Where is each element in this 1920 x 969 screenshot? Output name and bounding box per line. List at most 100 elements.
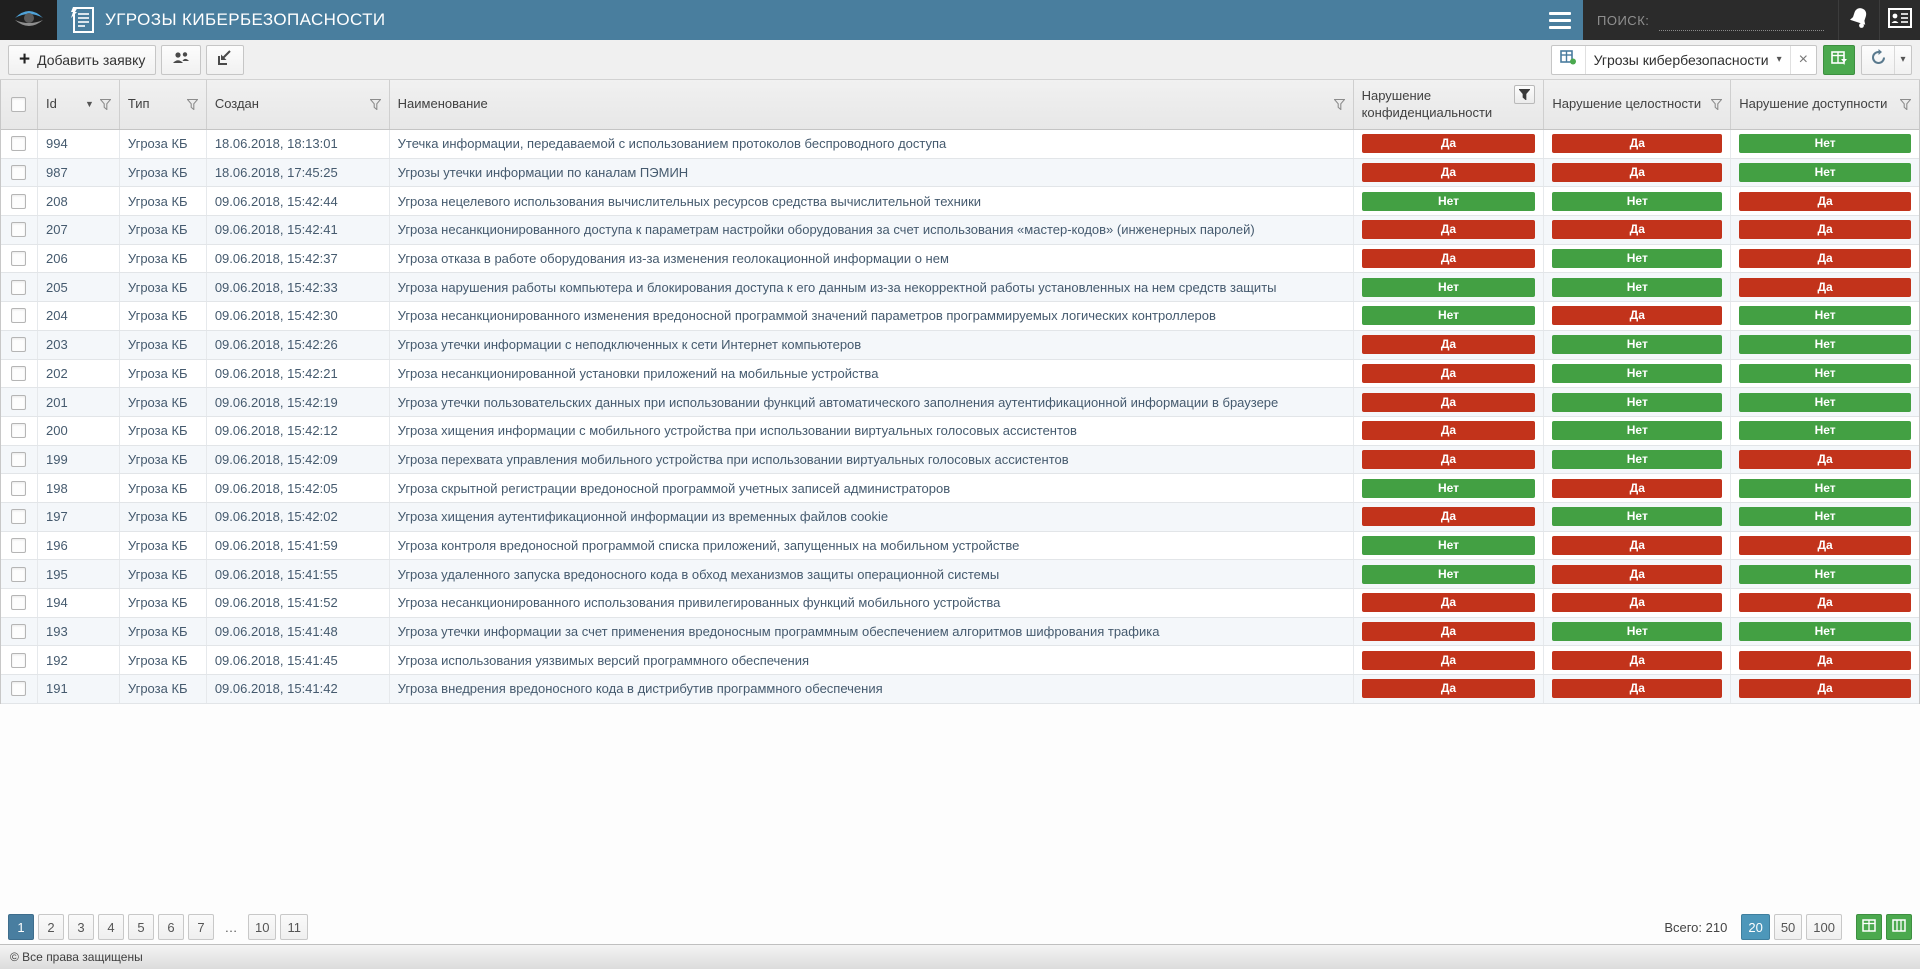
availability-badge: Да — [1739, 679, 1912, 699]
page-button[interactable]: 3 — [68, 914, 94, 940]
row-checkbox[interactable] — [11, 566, 27, 582]
row-checkbox[interactable] — [11, 279, 27, 295]
row-checkbox[interactable] — [11, 308, 27, 324]
cell-id: 203 — [38, 330, 120, 359]
view-select[interactable]: Угрозы кибербезопасности ▾ — [1584, 45, 1790, 74]
import-button[interactable] — [206, 44, 245, 75]
header-cell-type[interactable]: Тип — [120, 80, 207, 129]
cell-name: Угроза внедрения вредоносного кода в дис… — [390, 675, 1354, 703]
app-logo[interactable] — [0, 0, 57, 40]
filter-table-button[interactable] — [1823, 44, 1855, 75]
cell-confidentiality: Нет — [1354, 560, 1545, 588]
eye-logo-icon — [12, 6, 46, 35]
row-checkbox[interactable] — [11, 136, 27, 152]
table-row[interactable]: 208 Угроза КБ 09.06.2018, 15:42:44 Угроз… — [1, 187, 1919, 217]
table-row[interactable]: 205 Угроза КБ 09.06.2018, 15:42:33 Угроз… — [1, 273, 1919, 303]
confidentiality-badge: Нет — [1361, 564, 1536, 584]
header-cell-id[interactable]: Id ▼ — [38, 80, 120, 129]
row-checkbox[interactable] — [11, 222, 27, 238]
page-button[interactable]: 5 — [128, 914, 154, 940]
page-button[interactable]: 4 — [98, 914, 124, 940]
confidentiality-badge: Нет — [1361, 277, 1536, 297]
table-row[interactable]: 987 Угроза КБ 18.06.2018, 17:45:25 Угроз… — [1, 158, 1919, 188]
page-button[interactable]: 7 — [188, 914, 214, 940]
row-checkbox[interactable] — [11, 681, 27, 697]
header-cell-integrity[interactable]: Нарушение целостности — [1544, 80, 1732, 129]
table-row[interactable]: 192 Угроза КБ 09.06.2018, 15:41:45 Угроз… — [1, 646, 1919, 676]
select-all-checkbox[interactable] — [11, 97, 27, 112]
filter-icon-availability[interactable] — [1900, 99, 1912, 110]
page-button[interactable]: 11 — [280, 914, 308, 940]
cell-name: Угроза хищения информации с мобильного у… — [390, 416, 1354, 445]
table-row[interactable]: 206 Угроза КБ 09.06.2018, 15:42:37 Угроз… — [1, 244, 1919, 274]
page-button[interactable]: 6 — [158, 914, 184, 940]
header-cell-confidentiality[interactable]: Нарушение конфиденциальности — [1354, 80, 1545, 129]
row-checkbox[interactable] — [11, 624, 27, 640]
table-row[interactable]: 201 Угроза КБ 09.06.2018, 15:42:19 Угроз… — [1, 388, 1919, 417]
view-settings-button[interactable] — [1552, 46, 1585, 74]
row-checkbox[interactable] — [11, 509, 27, 525]
row-checkbox[interactable] — [11, 480, 27, 496]
cell-created: 09.06.2018, 15:42:33 — [207, 273, 390, 302]
row-checkbox[interactable] — [11, 394, 27, 410]
table-row[interactable]: 200 Угроза КБ 09.06.2018, 15:42:12 Угроз… — [1, 416, 1919, 446]
table-row[interactable]: 199 Угроза КБ 09.06.2018, 15:42:09 Угроз… — [1, 445, 1919, 475]
table-row[interactable]: 194 Угроза КБ 09.06.2018, 15:41:52 Угроз… — [1, 589, 1919, 618]
page-button[interactable]: 1 — [8, 914, 34, 940]
filter-icon-created[interactable] — [369, 99, 381, 110]
table-header: Id ▼ Тип Создан — [1, 80, 1919, 130]
add-request-button[interactable]: + Добавить заявку — [8, 44, 157, 75]
header-cell-created[interactable]: Создан — [207, 80, 390, 129]
row-checkbox[interactable] — [11, 423, 27, 439]
group-actions-button[interactable] — [161, 44, 202, 75]
filter-icon-name[interactable] — [1333, 99, 1345, 110]
page-size-button[interactable]: 50 — [1773, 914, 1803, 940]
row-checkbox[interactable] — [11, 251, 27, 267]
table-row[interactable]: 994 Угроза КБ 18.06.2018, 18:13:01 Утечк… — [1, 130, 1919, 159]
filter-icon-integrity[interactable] — [1711, 99, 1723, 110]
table-row[interactable]: 203 Угроза КБ 09.06.2018, 15:42:26 Угроз… — [1, 330, 1919, 360]
filter-icon-confidentiality-active[interactable] — [1514, 85, 1536, 104]
cell-name: Угроза отказа в работе оборудования из-з… — [390, 244, 1354, 273]
table-row[interactable]: 195 Угроза КБ 09.06.2018, 15:41:55 Угроз… — [1, 560, 1919, 589]
search-input[interactable] — [1659, 9, 1824, 31]
row-checkbox[interactable] — [11, 165, 27, 181]
page-button[interactable]: 10 — [248, 914, 277, 940]
page-button[interactable]: 2 — [38, 914, 64, 940]
refresh-options-button[interactable]: ▾ — [1894, 45, 1911, 74]
table-row[interactable]: 197 Угроза КБ 09.06.2018, 15:42:02 Угроз… — [1, 502, 1919, 532]
table-row[interactable]: 196 Угроза КБ 09.06.2018, 15:41:59 Угроз… — [1, 531, 1919, 561]
export-table-button[interactable] — [1856, 914, 1882, 940]
bell-icon — [1848, 6, 1870, 35]
row-checkbox[interactable] — [11, 537, 27, 553]
header-cell-name[interactable]: Наименование — [390, 80, 1354, 129]
row-checkbox[interactable] — [11, 337, 27, 353]
row-checkbox[interactable] — [11, 595, 27, 611]
table-columns-button[interactable] — [1886, 914, 1912, 940]
row-checkbox[interactable] — [11, 652, 27, 668]
table-row[interactable]: 202 Угроза КБ 09.06.2018, 15:42:21 Угроз… — [1, 359, 1919, 389]
refresh-button[interactable] — [1862, 46, 1894, 74]
table-row[interactable]: 204 Угроза КБ 09.06.2018, 15:42:30 Угроз… — [1, 302, 1919, 331]
row-checkbox[interactable] — [11, 193, 27, 209]
view-selector-group: Угрозы кибербезопасности ▾ × — [1550, 44, 1817, 75]
page-size-button[interactable]: 100 — [1806, 914, 1842, 940]
row-checkbox[interactable] — [11, 451, 27, 467]
notifications-button[interactable] — [1838, 0, 1879, 40]
table-row[interactable]: 193 Угроза КБ 09.06.2018, 15:41:48 Угроз… — [1, 617, 1919, 647]
menu-button[interactable] — [1537, 0, 1583, 40]
filter-icon-id[interactable] — [99, 99, 111, 110]
page-size-button[interactable]: 20 — [1741, 914, 1770, 940]
cell-availability: Нет — [1731, 388, 1919, 416]
row-checkbox[interactable] — [11, 365, 27, 381]
header-cell-availability[interactable]: Нарушение доступности — [1731, 80, 1919, 129]
table-row[interactable]: 191 Угроза КБ 09.06.2018, 15:41:42 Угроз… — [1, 675, 1919, 704]
filter-icon-type[interactable] — [186, 99, 198, 110]
clear-view-button[interactable]: × — [1789, 45, 1816, 74]
user-profile-button[interactable] — [1879, 0, 1920, 40]
add-request-label: Добавить заявку — [37, 51, 146, 68]
table-row[interactable]: 198 Угроза КБ 09.06.2018, 15:42:05 Угроз… — [1, 474, 1919, 503]
cell-availability: Да — [1731, 675, 1919, 703]
availability-badge: Да — [1739, 220, 1912, 240]
table-row[interactable]: 207 Угроза КБ 09.06.2018, 15:42:41 Угроз… — [1, 216, 1919, 245]
